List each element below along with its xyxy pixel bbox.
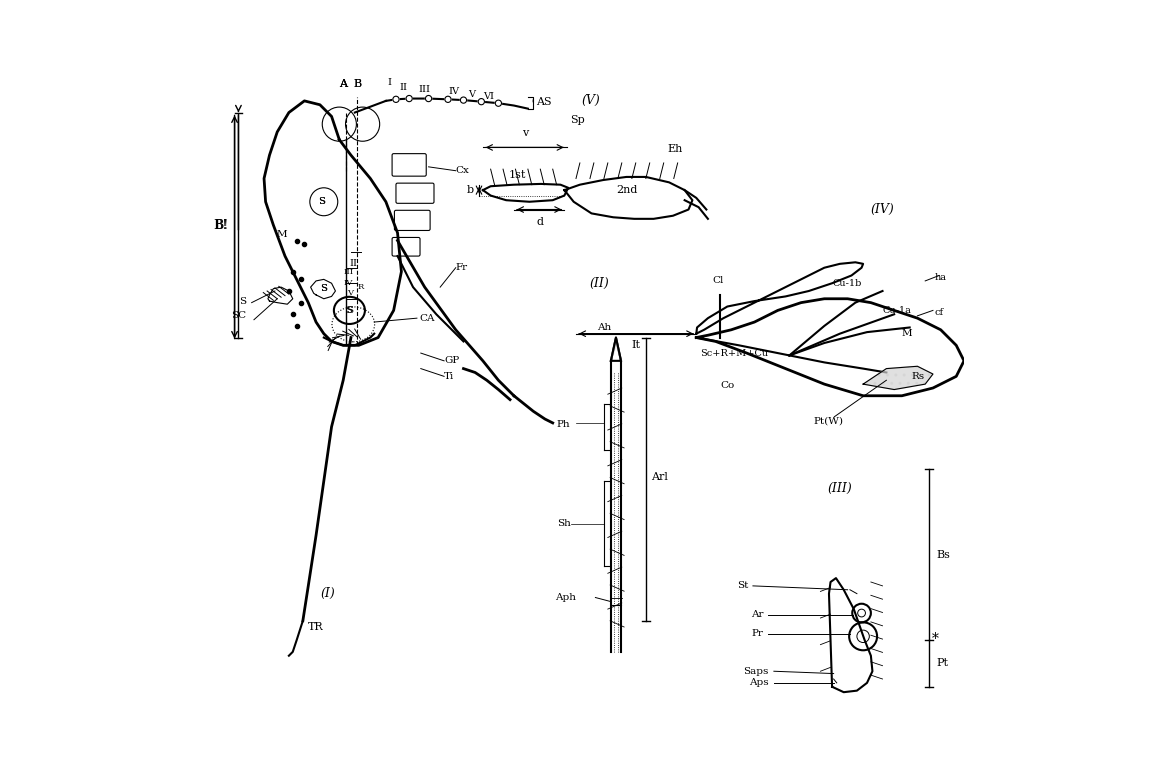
Text: cf: cf — [934, 308, 943, 317]
Text: I: I — [388, 78, 392, 87]
Text: B!: B! — [214, 219, 228, 231]
Text: V: V — [469, 89, 476, 99]
Text: S: S — [346, 306, 353, 315]
Text: III: III — [418, 85, 431, 94]
Text: S: S — [318, 197, 325, 206]
Text: (V): (V) — [582, 95, 600, 107]
Text: A: A — [339, 79, 347, 89]
Text: Bs: Bs — [937, 550, 950, 559]
Text: S: S — [318, 197, 325, 206]
Text: Ph: Ph — [556, 420, 570, 429]
Text: Sc+R+M+Cu: Sc+R+M+Cu — [700, 348, 768, 358]
Text: B: B — [354, 79, 362, 89]
Text: B: B — [354, 79, 362, 89]
Polygon shape — [611, 338, 621, 361]
Text: CA: CA — [419, 314, 434, 323]
Text: (III): (III) — [827, 483, 852, 495]
Text: 2nd: 2nd — [616, 185, 637, 195]
Text: S: S — [320, 284, 327, 293]
Text: ha: ha — [934, 272, 947, 282]
Text: Pt(W): Pt(W) — [813, 416, 843, 425]
Text: Cu-1a: Cu-1a — [882, 306, 911, 315]
Text: M: M — [276, 230, 287, 239]
Text: Sp: Sp — [570, 116, 584, 125]
Text: A: A — [339, 79, 347, 89]
Text: B!: B! — [213, 219, 228, 231]
Text: Ah: Ah — [597, 323, 612, 332]
Circle shape — [445, 96, 452, 102]
Text: b: b — [467, 185, 473, 195]
Circle shape — [478, 99, 485, 105]
Text: S: S — [346, 306, 353, 315]
Text: AS: AS — [536, 98, 552, 107]
Text: R: R — [357, 283, 363, 291]
Text: Cu-1b: Cu-1b — [832, 279, 862, 288]
Text: 1st: 1st — [509, 170, 526, 179]
Text: Arl: Arl — [651, 473, 668, 482]
Text: M: M — [902, 329, 912, 338]
Circle shape — [495, 100, 501, 106]
Text: Saps: Saps — [743, 667, 768, 676]
Text: Fr: Fr — [456, 263, 468, 272]
Text: Aph: Aph — [555, 593, 576, 602]
Text: V: V — [347, 289, 354, 297]
Text: II: II — [349, 259, 357, 268]
Text: Pr: Pr — [752, 629, 764, 639]
Text: Co: Co — [720, 381, 735, 390]
Text: A: A — [339, 79, 347, 89]
Circle shape — [393, 96, 399, 102]
Text: IV: IV — [448, 87, 460, 96]
Polygon shape — [863, 366, 933, 390]
Text: Cl: Cl — [712, 276, 723, 286]
Text: III: III — [343, 268, 354, 275]
Text: (II): (II) — [589, 277, 609, 289]
Text: Eh: Eh — [667, 144, 683, 154]
Circle shape — [406, 95, 412, 102]
Text: SC: SC — [232, 311, 247, 320]
Text: IV: IV — [344, 279, 354, 287]
Text: (IV): (IV) — [871, 203, 894, 216]
Text: GP: GP — [444, 356, 460, 365]
Text: v: v — [522, 128, 528, 138]
Text: It: It — [631, 341, 641, 350]
Text: Rs: Rs — [911, 372, 924, 381]
Circle shape — [461, 97, 467, 103]
Text: (I): (I) — [320, 587, 335, 600]
Text: Sh: Sh — [556, 519, 570, 528]
Text: VI: VI — [484, 92, 494, 101]
Circle shape — [425, 95, 432, 102]
Text: S: S — [240, 296, 247, 306]
Text: Pt: Pt — [937, 659, 948, 668]
Text: TR: TR — [309, 622, 324, 632]
Text: S: S — [320, 284, 327, 293]
Text: St: St — [737, 581, 749, 591]
Text: Cx: Cx — [456, 166, 470, 175]
Text: Ar: Ar — [751, 610, 764, 619]
Text: *: * — [932, 632, 938, 646]
Text: Ti: Ti — [444, 372, 454, 381]
Text: d: d — [536, 217, 543, 227]
Text: II: II — [400, 82, 408, 92]
Text: Aps: Aps — [749, 678, 768, 688]
